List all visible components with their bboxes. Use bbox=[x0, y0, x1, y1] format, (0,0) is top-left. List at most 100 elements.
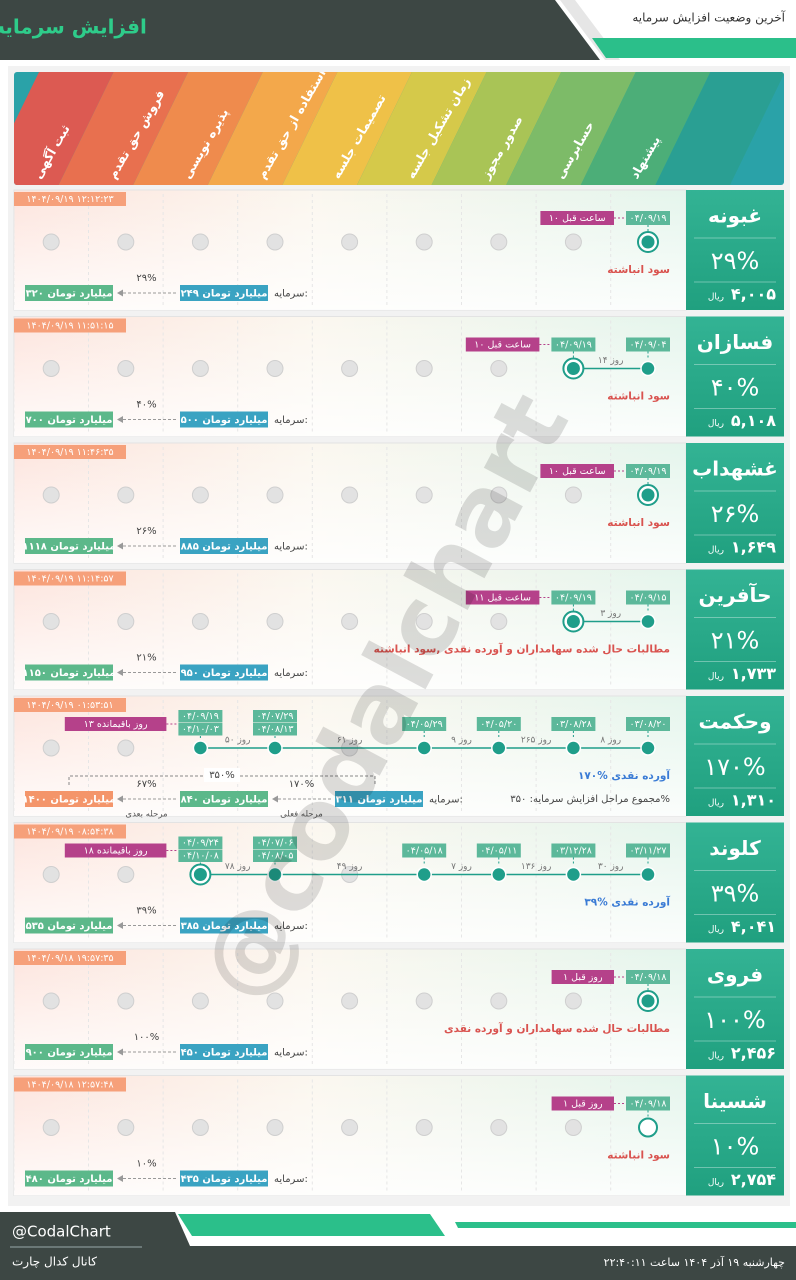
capital-pct: ۲۶% bbox=[136, 526, 156, 537]
stage-shade bbox=[506, 72, 636, 185]
empty-stage bbox=[266, 233, 284, 251]
stage-done bbox=[640, 613, 656, 630]
empty-stage bbox=[117, 360, 135, 377]
rows: غبونه ۲۹% ۴,۰۰۵ ریال ۱۴۰۴/۰۹/۱۹ ۱۲:۱۲:۲۳ ۰۴/۰… bbox=[13, 189, 784, 1196]
countdown: ۱۸ روز باقیمانده bbox=[84, 846, 148, 857]
capital-from-box bbox=[180, 917, 268, 934]
company-price: ۲,۷۵۴ bbox=[731, 1170, 776, 1189]
date-label: ۰۴/۰۹/۱۹ bbox=[629, 213, 666, 224]
empty-stage bbox=[266, 360, 284, 377]
capital-from-box bbox=[180, 285, 268, 301]
empty-stage bbox=[415, 613, 433, 630]
company-row: غشهداب ۲۶% ۱,۶۴۹ ریال ۱۴۰۴/۰۹/۱۹ ۱۱:۴۶:۳۵ ۰۴/… bbox=[13, 442, 784, 564]
capital-arrow-head bbox=[117, 1175, 123, 1182]
empty-stage bbox=[117, 1119, 135, 1136]
company-card bbox=[686, 949, 784, 1069]
empty-stage bbox=[191, 233, 209, 251]
date-box bbox=[551, 590, 596, 605]
capital-arrow-head bbox=[117, 289, 123, 297]
company-row: فسازان ۴۰% ۵,۱۰۸ ریال ۱۴۰۴/۰۹/۱۹ ۱۱:۵۱:۱۵ ۱۴ … bbox=[13, 316, 784, 437]
stage-done bbox=[491, 740, 507, 756]
stage-done bbox=[192, 740, 209, 756]
capital-pct: ۱۰۰% bbox=[134, 1032, 160, 1043]
company-percent: ۳۹% bbox=[711, 880, 760, 908]
capital-to-box bbox=[25, 664, 113, 681]
price-unit: ریال bbox=[708, 546, 724, 556]
empty-stage bbox=[42, 613, 60, 630]
timestamp: ۱۴۰۴/۰۹/۱۸ ۱۹:۵۷:۳۵ bbox=[26, 953, 113, 964]
capital-to: ۱۴۰۰ میلیارد تومان bbox=[23, 795, 116, 806]
empty-stage bbox=[117, 613, 135, 630]
stage-current bbox=[566, 615, 580, 628]
empty-stage bbox=[42, 992, 60, 1010]
stage-done bbox=[640, 740, 656, 756]
empty-stage bbox=[42, 486, 60, 504]
empty-stage bbox=[42, 1119, 60, 1136]
countdown: ۱۳ روز باقیمانده bbox=[84, 719, 148, 730]
empty-stage bbox=[341, 233, 359, 251]
capital-from-box bbox=[180, 538, 268, 554]
empty-stage bbox=[341, 360, 359, 377]
date-label: ۰۴/۰۹/۱۹ bbox=[182, 711, 219, 722]
capital-label: سرمایه: bbox=[429, 795, 463, 806]
empty-stage bbox=[490, 233, 508, 251]
empty-stage bbox=[564, 233, 582, 251]
header-green bbox=[592, 38, 796, 58]
empty-stage bbox=[191, 486, 209, 504]
date-label: ۰۴/۰۵/۱۱ bbox=[480, 846, 517, 857]
date-box bbox=[253, 836, 297, 849]
date-label: ۰۴/۰۷/۲۹ bbox=[256, 711, 293, 722]
company-percent: ۱۷۰% bbox=[704, 753, 765, 781]
gap-label: ۶۱ روز bbox=[337, 736, 363, 746]
empty-stage bbox=[490, 992, 508, 1010]
date-label: ۰۴/۰۹/۱۹ bbox=[555, 340, 592, 351]
empty-stage bbox=[266, 1119, 284, 1136]
company-row: کلوند ۳۹% ۴,۰۴۱ ریال ۱۴۰۴/۰۹/۱۹ ۰۸:۵۴:۳۸ ۳۰ ر… bbox=[13, 822, 784, 943]
capital-arrow-head bbox=[117, 542, 123, 550]
capital-arrow-head bbox=[117, 669, 123, 676]
date-label: ۰۴/۱۰/۰۳ bbox=[182, 724, 219, 735]
capital-from-box bbox=[180, 1044, 268, 1060]
date-box bbox=[402, 717, 447, 731]
stage-done bbox=[267, 740, 283, 756]
company-price: ۵,۱۰۸ bbox=[731, 411, 776, 430]
capital-pct: ۴۰% bbox=[136, 400, 156, 411]
empty-stage bbox=[341, 613, 359, 630]
capital-from: ۳۸۵ میلیارد تومان bbox=[181, 921, 268, 932]
description: مطالبات حال شده سهامداران و آورده نقدی bbox=[444, 1022, 670, 1035]
date-box bbox=[626, 1096, 670, 1111]
empty-stage bbox=[42, 360, 60, 377]
company-name: فسازان bbox=[697, 330, 773, 354]
timestamp: ۱۴۰۴/۰۹/۱۹ ۱۱:۱۴:۵۷ bbox=[26, 574, 113, 585]
date-box bbox=[253, 849, 297, 862]
capital-to-box bbox=[25, 917, 113, 934]
countdown-box bbox=[540, 464, 614, 478]
gap-label: ۹ روز bbox=[451, 736, 472, 746]
capital-arrow-head bbox=[272, 795, 278, 803]
empty-stage bbox=[42, 233, 60, 251]
capital-to-box bbox=[25, 285, 113, 301]
capital-from: ۳۱۱ میلیارد تومان bbox=[336, 795, 423, 806]
countdown: ۱۱ ساعت قبل bbox=[474, 593, 531, 604]
date-label: ۰۴/۰۵/۲۰ bbox=[480, 719, 517, 730]
date-box bbox=[178, 849, 223, 862]
date-label: ۰۳/۰۸/۲۰ bbox=[629, 719, 666, 730]
stage-current bbox=[641, 488, 655, 502]
capital-total: ۳۵۰% bbox=[209, 770, 235, 781]
description: سود انباشته bbox=[607, 517, 670, 529]
date-label: ۰۴/۰۸/۱۳ bbox=[256, 724, 293, 735]
company-price: ۲,۴۵۶ bbox=[731, 1044, 776, 1063]
company-percent: ۱۰% bbox=[711, 1133, 760, 1161]
empty-stage bbox=[191, 613, 209, 630]
company-row: فروی ۱۰۰% ۲,۴۵۶ ریال ۱۴۰۴/۰۹/۱۸ ۱۹:۵۷:۳۵ ۰۴/۰… bbox=[13, 948, 784, 1070]
footer-dark-edge bbox=[160, 1212, 190, 1246]
capital-from: ۵۰۰ میلیارد تومان bbox=[181, 415, 268, 426]
gap-label: ۳۰ روز bbox=[598, 862, 624, 872]
empty-stage bbox=[490, 486, 508, 504]
date-box bbox=[178, 723, 223, 736]
capital-to: ۱۱۱۸ میلیارد تومان bbox=[23, 542, 116, 553]
date-box bbox=[626, 464, 670, 478]
date-label: ۰۴/۰۹/۰۴ bbox=[629, 340, 666, 351]
